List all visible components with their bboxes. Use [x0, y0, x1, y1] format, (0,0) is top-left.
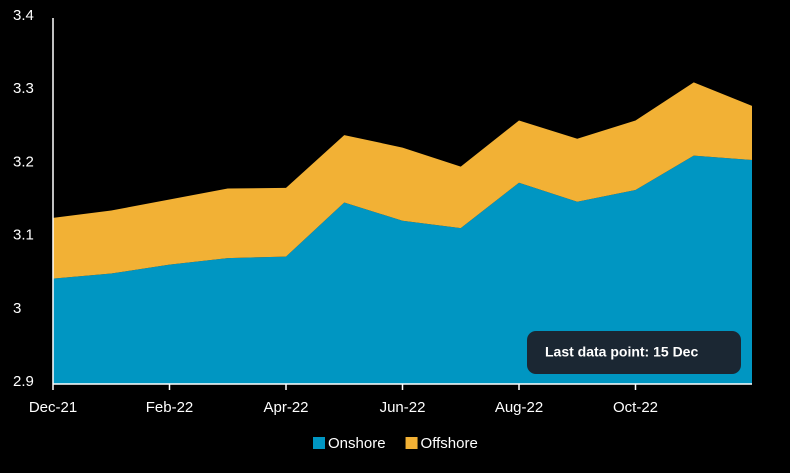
x-tick-label: Dec-21	[29, 399, 77, 416]
x-tick-label: Oct-22	[613, 399, 658, 416]
area	[53, 82, 752, 279]
legend-swatch	[405, 437, 418, 449]
legend-swatch	[313, 437, 325, 449]
y-tick-label: 3	[13, 300, 21, 317]
annotation: Last data point: 15 Dec	[545, 344, 698, 360]
x-tick-label: Apr-22	[263, 399, 308, 416]
legend-label: Offshore	[421, 435, 478, 452]
y-tick-label: 3.1	[13, 227, 34, 244]
x-tick-label: Jun-22	[380, 399, 426, 416]
legend-label: Onshore	[328, 435, 386, 452]
y-tick-label: 2.9	[13, 373, 34, 390]
area	[53, 155, 752, 384]
annotation-box	[527, 331, 741, 374]
y-tick-label: 3.3	[13, 80, 34, 97]
y-tick-label: 3.4	[13, 7, 34, 24]
x-tick-label: Feb-22	[146, 399, 194, 416]
x-tick-label: Aug-22	[495, 399, 543, 416]
y-tick-label: 3.2	[13, 153, 34, 170]
